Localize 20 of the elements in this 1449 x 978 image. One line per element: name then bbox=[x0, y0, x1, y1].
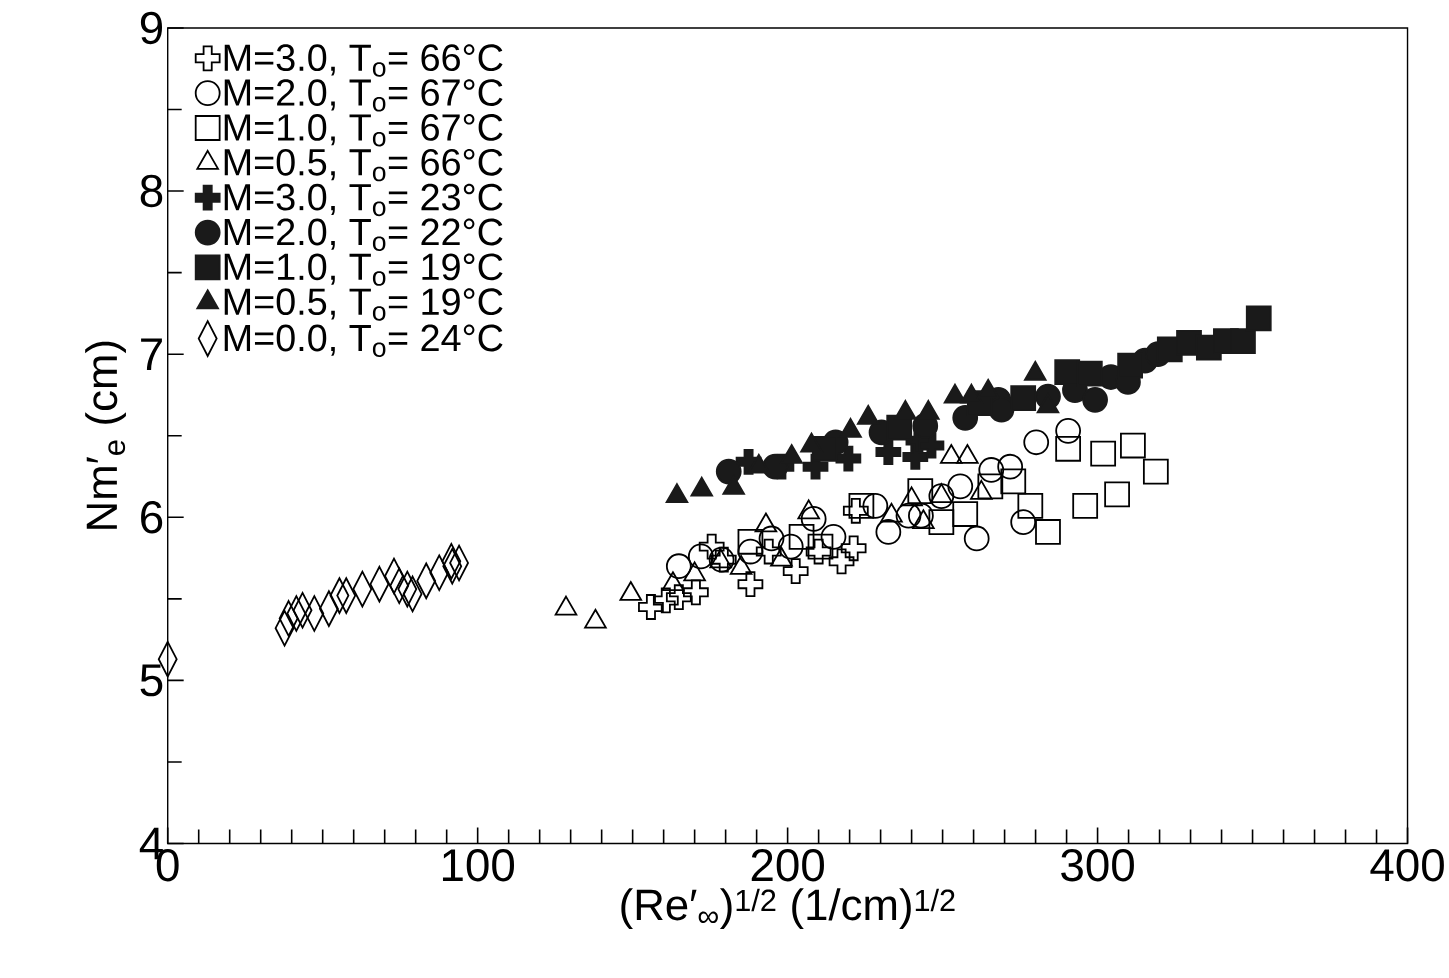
x-tick-label: 400 bbox=[1370, 848, 1444, 882]
legend-label: M=2.0, T$_{o}$= 22°C bbox=[224, 218, 503, 251]
x-axis-title: (Re′$_{∞}$)$^{1/2}$ (1/cm)$^{1/2}$ bbox=[621, 888, 955, 929]
x-tick-label: 300 bbox=[1061, 848, 1134, 882]
y-tick-label: 9 bbox=[140, 11, 163, 44]
y-tick-label: 8 bbox=[140, 174, 163, 208]
legend-label: M=0.0, T$_{o}$= 24°C bbox=[224, 324, 503, 357]
legend-label: M=3.0, T$_{o}$= 66°C bbox=[224, 44, 503, 77]
y-tick-label: 7 bbox=[141, 338, 162, 370]
y-tick-label: 5 bbox=[140, 664, 163, 697]
legend-label: M=0.5, T$_{o}$= 66°C bbox=[224, 148, 503, 182]
legend-label: M=0.5, T$_{o}$= 19°C bbox=[224, 288, 503, 321]
x-tick-label: 200 bbox=[751, 848, 824, 882]
x-tick-label: 100 bbox=[442, 848, 515, 882]
y-tick-label: 6 bbox=[141, 500, 163, 534]
legend-label: M=2.0, T$_{o}$= 67°C bbox=[224, 79, 503, 112]
y-axis-title: Nm′$_{e}$ (cm) bbox=[85, 341, 126, 529]
legend-label: M=3.0, T$_{o}$= 23°C bbox=[224, 183, 503, 216]
legend-label: M=1.0, T$_{o}$= 19°C bbox=[224, 253, 503, 286]
legend-label: M=1.0, T$_{o}$= 67°C bbox=[224, 113, 503, 147]
